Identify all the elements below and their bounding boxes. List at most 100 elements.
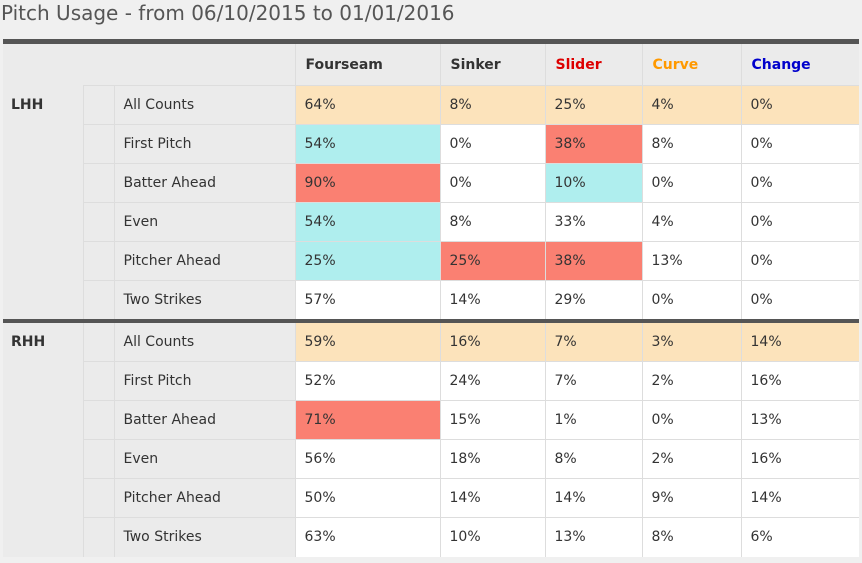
table-row: Even 54% 8% 33% 4% 0% xyxy=(3,202,859,242)
row-spacer xyxy=(82,400,114,440)
cell-sinker: 25% xyxy=(439,241,545,281)
row-spacer xyxy=(82,478,114,518)
row-spacer xyxy=(82,439,114,479)
table-row: Even 56% 18% 8% 2% 16% xyxy=(3,439,859,479)
row-spacer xyxy=(82,319,114,362)
cell-fourseam: 63% xyxy=(294,517,440,557)
table-row: RHH All Counts 59% 16% 7% 3% 14% xyxy=(3,319,859,557)
row-spacer xyxy=(82,202,114,242)
row-spacer xyxy=(82,517,114,557)
table-row: LHH All Counts 64% 8% 25% 4% 0% xyxy=(3,85,859,321)
cell-curve: 0% xyxy=(641,163,741,203)
row-spacer xyxy=(82,85,114,125)
table-row: Two Strikes 57% 14% 29% 0% 0% xyxy=(3,280,859,321)
cell-fourseam: 59% xyxy=(294,319,440,362)
cell-slider: 7% xyxy=(544,319,642,362)
cell-fourseam: 56% xyxy=(294,439,440,479)
cell-sinker: 0% xyxy=(439,124,545,164)
table-row: Two Strikes 63% 10% 13% 8% 6% xyxy=(3,517,859,557)
row-label: Batter Ahead xyxy=(113,163,295,203)
cell-fourseam: 64% xyxy=(294,85,440,125)
cell-fourseam: 71% xyxy=(294,400,440,440)
row-label: Even xyxy=(113,202,295,242)
cell-change: 0% xyxy=(740,202,859,242)
cell-fourseam: 25% xyxy=(294,241,440,281)
cell-slider: 14% xyxy=(544,478,642,518)
row-label: Even xyxy=(113,439,295,479)
table-row: Batter Ahead 90% 0% 10% 0% 0% xyxy=(3,163,859,203)
cell-sinker: 8% xyxy=(439,85,545,125)
header-blank xyxy=(83,39,114,86)
cell-change: 0% xyxy=(740,124,859,164)
cell-change: 16% xyxy=(740,361,859,401)
cell-curve: 3% xyxy=(641,319,741,362)
row-label: Pitcher Ahead xyxy=(113,478,295,518)
cell-curve: 2% xyxy=(641,361,741,401)
cell-curve: 13% xyxy=(641,241,741,281)
cell-fourseam: 52% xyxy=(294,361,440,401)
page-title: Pitch Usage - from 06/10/2015 to 01/01/2… xyxy=(1,1,455,25)
cell-change: 14% xyxy=(740,319,859,362)
cell-curve: 2% xyxy=(641,439,741,479)
cell-curve: 4% xyxy=(641,85,741,125)
row-spacer xyxy=(82,241,114,281)
row-label: All Counts xyxy=(113,319,295,362)
cell-slider: 1% xyxy=(544,400,642,440)
pitch-usage-table: Fourseam Sinker Slider Curve Change LHH A… xyxy=(3,39,859,557)
table-body: LHH All Counts 64% 8% 25% 4% 0% First Pitch 54% 0… xyxy=(3,85,859,557)
cell-curve: 0% xyxy=(641,400,741,440)
cell-slider: 33% xyxy=(544,202,642,242)
cell-change: 0% xyxy=(740,163,859,203)
cell-slider: 10% xyxy=(544,163,642,203)
table-row: Pitcher Ahead 50% 14% 14% 9% 14% xyxy=(3,478,859,518)
cell-sinker: 24% xyxy=(439,361,545,401)
cell-change: 0% xyxy=(740,85,859,125)
row-spacer xyxy=(82,124,114,164)
header-blank xyxy=(3,39,83,86)
row-label: First Pitch xyxy=(113,124,295,164)
table-row: First Pitch 52% 24% 7% 2% 16% xyxy=(3,361,859,401)
cell-change: 0% xyxy=(740,280,859,321)
cell-change: 14% xyxy=(740,478,859,518)
cell-sinker: 14% xyxy=(439,478,545,518)
table-row: Pitcher Ahead 25% 25% 38% 13% 0% xyxy=(3,241,859,281)
cell-sinker: 15% xyxy=(439,400,545,440)
cell-fourseam: 54% xyxy=(294,124,440,164)
column-header-change[interactable]: Change xyxy=(740,39,859,86)
cell-curve: 8% xyxy=(641,517,741,557)
cell-slider: 38% xyxy=(544,241,642,281)
column-header-slider[interactable]: Slider xyxy=(544,39,642,86)
cell-curve: 9% xyxy=(641,478,741,518)
cell-fourseam: 50% xyxy=(294,478,440,518)
cell-slider: 29% xyxy=(544,280,642,321)
row-label: Two Strikes xyxy=(113,280,295,321)
column-header-sinker[interactable]: Sinker xyxy=(439,39,545,86)
cell-slider: 8% xyxy=(544,439,642,479)
cell-slider: 13% xyxy=(544,517,642,557)
cell-sinker: 8% xyxy=(439,202,545,242)
cell-sinker: 10% xyxy=(439,517,545,557)
cell-sinker: 0% xyxy=(439,163,545,203)
cell-sinker: 14% xyxy=(439,280,545,321)
row-spacer xyxy=(82,361,114,401)
cell-fourseam: 54% xyxy=(294,202,440,242)
cell-change: 16% xyxy=(740,439,859,479)
column-header-fourseam[interactable]: Fourseam xyxy=(294,39,440,86)
cell-change: 0% xyxy=(740,241,859,281)
row-label: Pitcher Ahead xyxy=(113,241,295,281)
cell-change: 13% xyxy=(740,400,859,440)
cell-sinker: 16% xyxy=(439,319,545,362)
header-row: Fourseam Sinker Slider Curve Change xyxy=(3,39,859,86)
row-spacer xyxy=(82,280,114,321)
group-label: RHH xyxy=(3,319,83,557)
cell-fourseam: 90% xyxy=(294,163,440,203)
row-label: Two Strikes xyxy=(113,517,295,557)
cell-fourseam: 57% xyxy=(294,280,440,321)
table-row: First Pitch 54% 0% 38% 8% 0% xyxy=(3,124,859,164)
cell-curve: 0% xyxy=(641,280,741,321)
cell-slider: 38% xyxy=(544,124,642,164)
cell-slider: 25% xyxy=(544,85,642,125)
cell-curve: 4% xyxy=(641,202,741,242)
row-label: Batter Ahead xyxy=(113,400,295,440)
column-header-curve[interactable]: Curve xyxy=(641,39,741,86)
